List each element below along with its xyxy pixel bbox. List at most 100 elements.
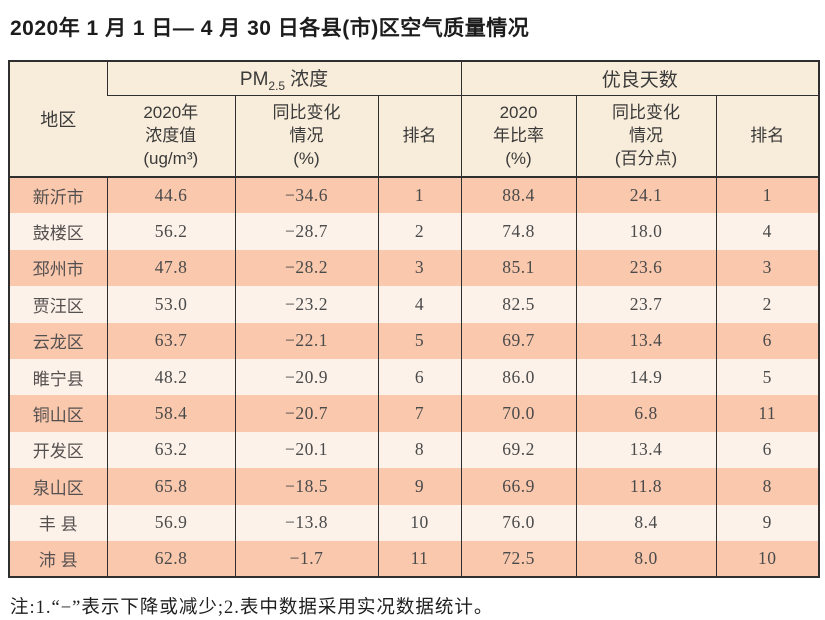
region-cell: 云龙区: [32, 333, 84, 353]
sub-header-row: 2020年 浓度值 (ug/m³) 同比变化 情况 (%) 排名 2020 年比…: [9, 95, 820, 178]
pm-change-cell: −20.1: [234, 431, 378, 469]
good-days-change-header: 同比变化 情况 (百分点): [575, 95, 716, 178]
group-header-row: 地区 PM2.5 浓度 优良天数: [9, 61, 820, 178]
pm-value-cell: 44.6: [106, 177, 235, 214]
good-days-rank-cell: 4: [715, 213, 820, 250]
pm-change-cell: −20.7: [234, 395, 378, 432]
table-row: 丰 县 56.9 −13.8 10 76.0 8.4 9: [9, 504, 820, 541]
pm-change-cell: −22.1: [234, 322, 378, 359]
pm-rank-cell: 10: [377, 504, 461, 541]
pm-rank-cell: 7: [377, 395, 461, 432]
pm-label: PM: [239, 68, 269, 90]
table-row: 云龙区 63.7 −22.1 5 69.7 13.4 6: [9, 322, 820, 359]
table-row: 贾汪区 53.0 −23.2 4 82.5 23.7 2: [9, 286, 820, 323]
pm-value-cell: 47.8: [106, 249, 235, 287]
pm-value-cell: 63.7: [106, 322, 235, 359]
good-days-change-cell: 8.0: [575, 540, 716, 578]
good-days-change-cell: 14.9: [575, 358, 716, 396]
good-days-rank-cell: 5: [715, 358, 820, 396]
pm-value-cell: 62.8: [106, 540, 235, 578]
table-row: 开发区 63.2 −20.1 8 69.2 13.4 6: [9, 431, 820, 469]
pm-change-cell: −23.2: [234, 286, 378, 323]
page-title: 2020年 1 月 1 日— 4 月 30 日各县(市)区空气质量情况: [10, 17, 530, 40]
good-days-ratio-cell: 86.0: [460, 358, 576, 396]
pm-value-cell: 56.2: [106, 213, 235, 250]
pm25-group-header: PM2.5 浓度: [106, 61, 461, 96]
good-days-ratio-cell: 74.8: [460, 213, 576, 250]
pm-rank-cell: 5: [377, 322, 461, 359]
good-days-ratio-cell: 72.5: [460, 540, 576, 578]
pm-value-cell: 56.9: [106, 504, 235, 541]
table-header: 地区 PM2.5 浓度 优良天数 2020年 浓度值 (ug/m³) 同比变化 情…: [9, 61, 820, 178]
region-cell: 鼓楼区: [32, 224, 84, 244]
table-row: 新沂市 44.6 −34.6 1 88.4 24.1 1: [9, 177, 820, 214]
pm-rank-cell: 4: [377, 286, 461, 323]
pm-value-cell: 58.4: [106, 395, 235, 432]
pm-value-cell: 48.2: [106, 358, 235, 396]
pm-change-cell: −1.7: [234, 540, 378, 578]
pm-rank-cell: 11: [377, 540, 461, 578]
good-days-rank-cell: 8: [715, 468, 820, 505]
pm-value-cell: 65.8: [106, 468, 235, 505]
good-days-ratio-cell: 85.1: [460, 249, 576, 287]
pm-rank-cell: 3: [377, 249, 461, 287]
region-cell: 铜山区: [32, 406, 84, 426]
region-cell: 新沂市: [32, 188, 84, 208]
good-days-ratio-cell: 70.0: [460, 395, 576, 432]
good-days-change-cell: 13.4: [575, 431, 716, 469]
good-days-rank-cell: 6: [715, 431, 820, 469]
good-days-change-cell: 8.4: [575, 504, 716, 541]
region-cell: 沛 县: [38, 551, 78, 571]
pm-rank-cell: 9: [377, 468, 461, 505]
table-row: 泉山区 65.8 −18.5 9 66.9 11.8 8: [9, 468, 820, 505]
pm-concentration-label: 浓度: [290, 68, 329, 90]
good-days-ratio-cell: 76.0: [460, 504, 576, 541]
pm-value-header: 2020年 浓度值 (ug/m³): [107, 95, 235, 178]
table-row: 鼓楼区 56.2 −28.7 2 74.8 18.0 4: [9, 213, 820, 250]
pm-subscript: 2.5: [268, 78, 286, 93]
table-row: 邳州市 47.8 −28.2 3 85.1 23.6 3: [9, 249, 820, 287]
region-cell: 丰 县: [38, 515, 78, 535]
footnote: 注:1.“−”表示下降或减少;2.表中数据采用实况数据统计。: [10, 598, 494, 619]
region-cell: 睢宁县: [32, 369, 84, 389]
pm-rank-cell: 1: [377, 177, 461, 214]
region-cell: 邳州市: [32, 260, 84, 280]
region-column-header: 地区: [9, 61, 107, 178]
good-days-ratio-cell: 69.2: [460, 431, 576, 469]
good-days-change-cell: 23.6: [575, 249, 716, 287]
air-quality-table: 地区 PM2.5 浓度 优良天数 2020年 浓度值 (ug/m³) 同比变化 情…: [8, 60, 821, 579]
good-days-ratio-cell: 82.5: [460, 286, 576, 323]
good-days-ratio-header: 2020 年比率 (%): [460, 95, 576, 178]
pm-value-cell: 53.0: [106, 286, 235, 323]
pm-rank-cell: 8: [377, 431, 461, 469]
good-days-rank-header: 排名: [715, 95, 820, 178]
pm-rank-cell: 6: [377, 358, 461, 396]
pm-rank-cell: 2: [377, 213, 461, 250]
good-days-change-cell: 23.7: [575, 286, 716, 323]
good-days-rank-cell: 9: [715, 504, 820, 541]
region-cell: 贾汪区: [32, 296, 84, 316]
good-days-ratio-cell: 66.9: [460, 468, 576, 505]
table-body: 新沂市 44.6 −34.6 1 88.4 24.1 1 鼓楼区 56.2 −2…: [9, 177, 820, 578]
good-days-change-cell: 24.1: [575, 177, 716, 214]
table-row: 睢宁县 48.2 −20.9 6 86.0 14.9 5: [9, 358, 820, 396]
region-cell: 泉山区: [32, 478, 84, 498]
good-days-ratio-cell: 88.4: [460, 177, 576, 214]
good-days-group-header: 优良天数: [460, 61, 820, 96]
good-days-ratio-cell: 69.7: [460, 322, 576, 359]
pm-change-cell: −34.6: [234, 177, 378, 214]
good-days-rank-cell: 11: [715, 395, 820, 432]
pm-change-cell: −28.7: [234, 213, 378, 250]
pm-change-cell: −20.9: [234, 358, 378, 396]
good-days-rank-cell: 6: [715, 322, 820, 359]
pm-rank-header: 排名: [377, 95, 461, 178]
pm-value-cell: 63.2: [106, 431, 235, 469]
pm-change-header: 同比变化 情况 (%): [234, 95, 378, 178]
table-row: 铜山区 58.4 −20.7 7 70.0 6.8 11: [9, 395, 820, 432]
pm-change-cell: −18.5: [234, 468, 378, 505]
good-days-change-cell: 6.8: [575, 395, 716, 432]
good-days-rank-cell: 3: [715, 249, 820, 287]
region-cell: 开发区: [32, 442, 84, 462]
good-days-rank-cell: 10: [715, 540, 820, 578]
